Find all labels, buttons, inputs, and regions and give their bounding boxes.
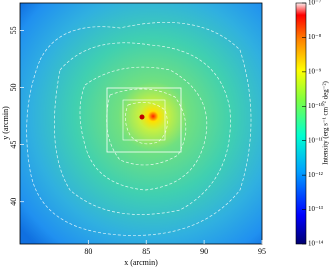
colorbar-tick-label: 10⁻⁹ bbox=[308, 67, 322, 75]
x-tick-label: 95 bbox=[258, 247, 266, 256]
colorbar-tick-label: 10⁻¹⁰ bbox=[308, 102, 324, 110]
colorbar bbox=[295, 2, 307, 245]
colorbar-label: Intensity (erg s⁻¹ cm⁻² deg⁻²) bbox=[322, 80, 330, 164]
colorbar-tick-label: 10⁻¹⁴ bbox=[308, 240, 324, 248]
image bbox=[20, 3, 262, 244]
colorbar-tick-label: 10⁻⁸ bbox=[308, 33, 322, 41]
x-tick-label: 80 bbox=[84, 247, 92, 256]
colorbar-tick-label: 10⁻¹¹ bbox=[308, 136, 323, 144]
colorbar-tick-label: 10⁻⁷ bbox=[308, 0, 322, 7]
colorbar-tick-label: 10⁻¹³ bbox=[308, 205, 323, 213]
plot-frame bbox=[19, 2, 263, 245]
colorbar-tick-label: 10⁻¹² bbox=[308, 171, 323, 179]
y-tick-label: 55 bbox=[9, 26, 18, 34]
x-axis-label: x (arcmin) bbox=[124, 258, 158, 267]
x-tick-label: 90 bbox=[200, 247, 208, 256]
y-axis-label: y (arcmin) bbox=[1, 106, 10, 140]
y-tick-label: 40 bbox=[9, 198, 18, 206]
y-tick-label: 45 bbox=[9, 141, 18, 149]
y-tick-label: 50 bbox=[9, 84, 18, 92]
x-tick-label: 85 bbox=[142, 247, 150, 256]
